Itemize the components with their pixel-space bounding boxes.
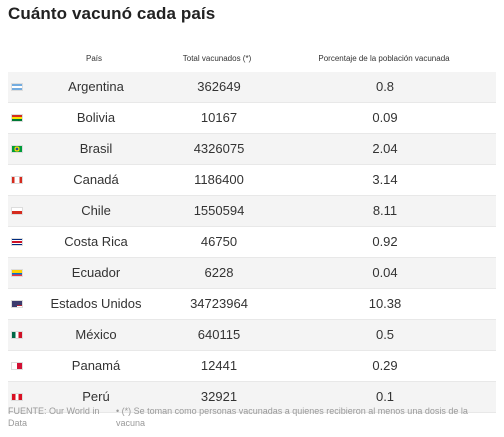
country-cell: México (75, 327, 117, 342)
total-vaccinated-cell: 32921 (200, 389, 238, 404)
percent-vaccinated-cell: 0.04 (372, 265, 398, 280)
chile-flag-icon (11, 207, 23, 215)
usa-flag-icon (11, 300, 23, 308)
brazil-flag-icon (11, 145, 23, 153)
table-row: Estados Unidos 34723964 10.38 (8, 289, 496, 320)
percent-vaccinated-cell: 3.14 (372, 172, 398, 187)
table-row: México 640115 0.5 (8, 320, 496, 351)
country-cell: Bolivia (76, 110, 116, 125)
table-row: Bolivia 10167 0.09 (8, 103, 496, 134)
percent-vaccinated-cell: 0.09 (372, 110, 398, 125)
total-vaccinated-cell: 1186400 (194, 172, 244, 187)
table-row: Perú 32921 0.1 (8, 382, 496, 413)
percent-vaccinated-cell: 0.8 (375, 79, 395, 94)
column-header-percent[interactable]: Porcentaje de la población vacunada (318, 54, 450, 63)
percent-vaccinated-cell: 8.11 (372, 203, 398, 218)
ecuador-flag-icon (11, 269, 23, 277)
table-body: Argentina 362649 0.8 Bolivia 10167 0.09 Brasil… (8, 72, 496, 413)
percent-vaccinated-cell: 2.04 (372, 141, 398, 156)
country-cell: Argentina (68, 79, 124, 94)
mexico-flag-icon (11, 331, 23, 339)
country-cell: Canadá (73, 172, 119, 187)
source-note: FUENTE: Our World in Data (8, 406, 100, 428)
page-title: Cuánto vacunó cada país (8, 4, 216, 23)
total-vaccinated-cell: 46750 (200, 234, 238, 249)
country-cell: Panamá (71, 358, 121, 373)
footnote: • (*) Se toman como personas vacunadas a… (116, 406, 468, 428)
country-cell: Perú (82, 389, 110, 404)
argentina-flag-icon (11, 83, 23, 91)
total-vaccinated-cell: 6228 (204, 265, 234, 280)
bolivia-flag-icon (11, 114, 23, 122)
table-row: Brasil 4326075 2.04 (8, 134, 496, 165)
total-vaccinated-cell: 362649 (197, 79, 241, 94)
table-row: Costa Rica 46750 0.92 (8, 227, 496, 258)
total-vaccinated-cell: 34723964 (190, 296, 248, 311)
table-row: Chile 1550594 8.11 (8, 196, 496, 227)
costa-rica-flag-icon (11, 238, 23, 246)
total-vaccinated-cell: 1550594 (193, 203, 245, 218)
total-vaccinated-cell: 10167 (200, 110, 238, 125)
total-vaccinated-cell: 4326075 (193, 141, 245, 156)
column-header-country[interactable]: País (85, 54, 103, 63)
column-header-total[interactable]: Total vacunados (*) (182, 54, 252, 63)
country-cell: Chile (81, 203, 111, 218)
total-vaccinated-cell: 12441 (200, 358, 238, 373)
percent-vaccinated-cell: 10.38 (368, 296, 402, 311)
peru-flag-icon (11, 393, 23, 401)
table-row: Argentina 362649 0.8 (8, 72, 496, 103)
country-cell: Costa Rica (64, 234, 128, 249)
country-cell: Ecuador (71, 265, 121, 280)
percent-vaccinated-cell: 0.1 (375, 389, 395, 404)
percent-vaccinated-cell: 0.29 (372, 358, 398, 373)
percent-vaccinated-cell: 0.92 (372, 234, 398, 249)
table-row: Canadá 1186400 3.14 (8, 165, 496, 196)
total-vaccinated-cell: 640115 (197, 327, 241, 342)
table-row: Panamá 12441 0.29 (8, 351, 496, 382)
country-cell: Estados Unidos (50, 296, 142, 311)
table-row: Ecuador 6228 0.04 (8, 258, 496, 289)
table-header: País Total vacunados (*) Porcentaje de l… (8, 48, 496, 70)
panama-flag-icon (11, 362, 23, 370)
canada-flag-icon (11, 176, 23, 184)
percent-vaccinated-cell: 0.5 (375, 327, 395, 342)
country-cell: Brasil (79, 141, 113, 156)
